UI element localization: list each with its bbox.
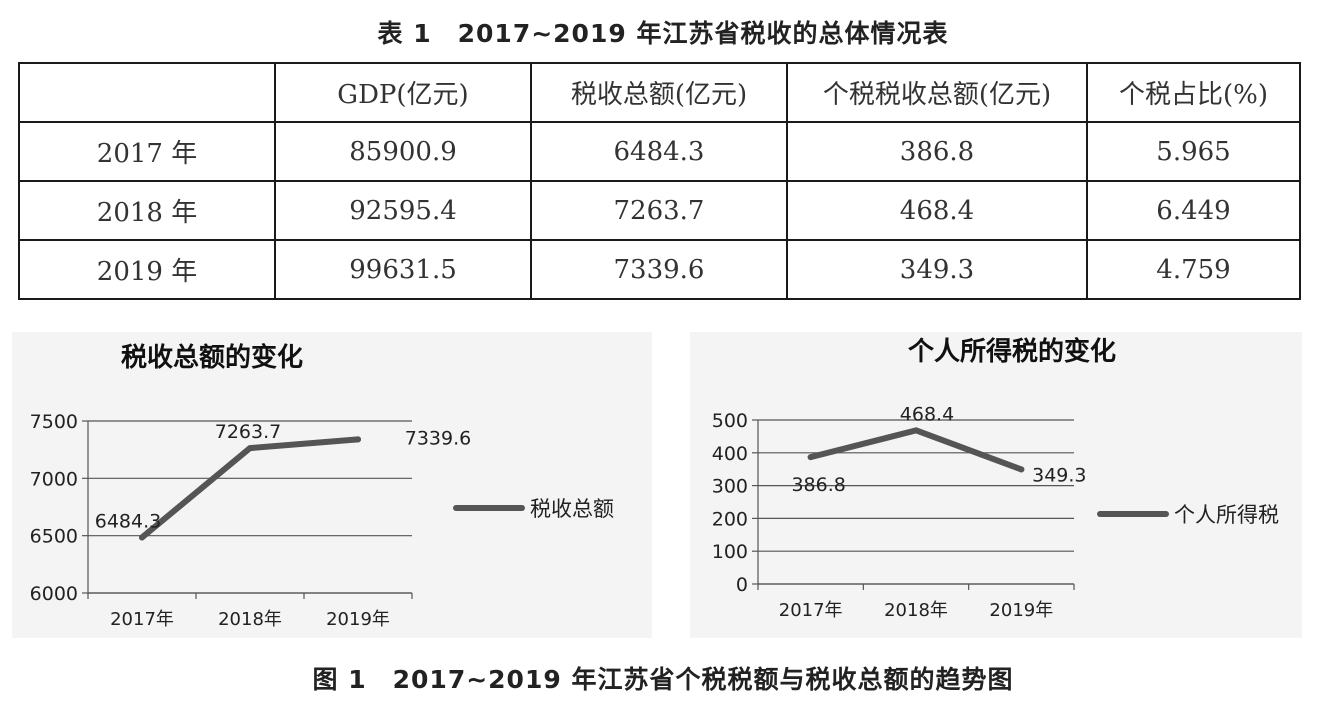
data-point [1018, 466, 1025, 473]
table-row: 2019 年 99631.5 7339.6 349.3 4.759 [18, 239, 1301, 300]
header-cell: 个税税收总额(亿元) [786, 62, 1088, 123]
header-cell [18, 62, 276, 123]
table-row: 2018 年 92595.4 7263.7 468.4 6.449 [18, 180, 1301, 241]
personal-income-tax-chart: 个人所得税的变化 0 100 200 300 400 500 2017年 2018年 2019年 3… [690, 332, 1302, 638]
data-point [139, 534, 145, 541]
data-label: 7339.6 [405, 427, 471, 449]
y-tick-label: 100 [712, 541, 748, 563]
x-tick-label: 2019年 [989, 600, 1053, 621]
legend-label: 税收总额 [530, 497, 614, 521]
header-cell: 税收总额(亿元) [530, 62, 788, 123]
table-cell: 468.4 [786, 180, 1088, 241]
y-tick-label: 7000 [30, 468, 78, 490]
legend-label: 个人所得税 [1174, 503, 1279, 527]
y-tick-label: 6500 [30, 526, 78, 548]
table-cell: 386.8 [786, 121, 1088, 182]
table-cell: 2018 年 [18, 180, 276, 241]
figure-caption: 图 1 2017~2019 年江苏省个税税额与税收总额的趋势图 [312, 665, 1014, 694]
y-tick-label: 0 [736, 574, 748, 596]
x-tick-label: 2018年 [884, 600, 948, 621]
header-cell: GDP(亿元) [274, 62, 532, 123]
table-cell: 7263.7 [530, 180, 788, 241]
y-tick-label: 300 [712, 476, 748, 498]
table-row: 2017 年 85900.9 6484.3 386.8 5.965 [18, 121, 1301, 182]
x-tick-label: 2019年 [326, 609, 390, 630]
table-cell: 99631.5 [274, 239, 532, 300]
table-title: 表 1 2017~2019 年江苏省税收的总体情况表 [377, 19, 949, 48]
table-cell: 2019 年 [18, 239, 276, 300]
series-line [807, 427, 1025, 473]
chart-title: 个人所得税的变化 [908, 336, 1116, 367]
x-tick-label: 2018年 [218, 609, 282, 630]
tax-total-chart-svg: 税收总额的变化 6000 6500 7000 7500 2017年 2018年 2019年 64… [30, 342, 614, 630]
table-header-row: GDP(亿元) 税收总额(亿元) 个税税收总额(亿元) 个税占比(%) [18, 62, 1301, 123]
data-label: 468.4 [900, 403, 954, 425]
y-tick-label: 200 [712, 508, 748, 530]
header-cell: 个税占比(%) [1086, 62, 1301, 123]
tax-summary-table: GDP(亿元) 税收总额(亿元) 个税税收总额(亿元) 个税占比(%) 2017… [18, 62, 1301, 300]
table-cell: 92595.4 [274, 180, 532, 241]
data-point [807, 454, 814, 461]
x-tick-label: 2017年 [779, 600, 843, 621]
data-point [247, 445, 253, 452]
table-cell: 2017 年 [18, 121, 276, 182]
data-label: 386.8 [791, 474, 845, 496]
personal-income-tax-chart-svg: 个人所得税的变化 0 100 200 300 400 500 2017年 2018年 2019年 3… [712, 336, 1279, 621]
data-label: 6484.3 [95, 510, 161, 532]
y-tick-label: 7500 [30, 411, 78, 433]
y-tick-label: 500 [712, 410, 748, 432]
y-tick-label: 400 [712, 443, 748, 465]
table-cell: 85900.9 [274, 121, 532, 182]
data-point [913, 427, 919, 434]
table-cell: 349.3 [786, 239, 1088, 300]
data-point [355, 436, 361, 443]
table-cell: 6484.3 [530, 121, 788, 182]
x-tick-label: 2017年 [110, 609, 174, 630]
table-cell: 6.449 [1086, 180, 1301, 241]
table-cell: 5.965 [1086, 121, 1301, 182]
table-cell: 4.759 [1086, 239, 1301, 300]
series-line [139, 436, 361, 541]
y-tick-label: 6000 [30, 583, 78, 605]
table-cell: 7339.6 [530, 239, 788, 300]
data-label: 7263.7 [215, 421, 281, 443]
tax-total-chart: 税收总额的变化 6000 6500 7000 7500 2017年 2018年 2019年 64… [12, 332, 652, 638]
chart-title: 税收总额的变化 [121, 342, 303, 373]
data-label: 349.3 [1032, 464, 1086, 486]
